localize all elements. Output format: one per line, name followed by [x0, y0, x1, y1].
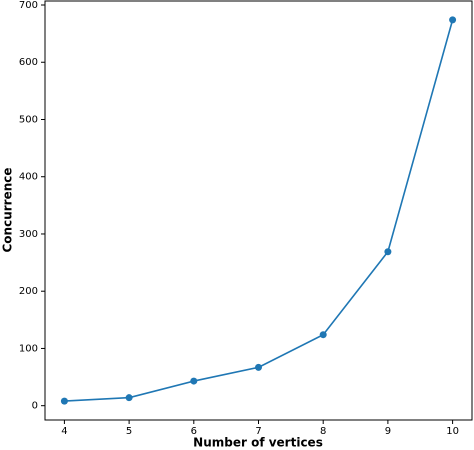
- x-tick-label: 7: [255, 426, 261, 437]
- x-tick-label: 9: [385, 426, 391, 437]
- y-tick-label: 600: [19, 57, 38, 68]
- marker: [255, 363, 262, 371]
- y-tick-label: 100: [19, 343, 38, 354]
- line: [64, 19, 454, 402]
- marker: [449, 16, 457, 24]
- y-axis-label: Concurrence: [1, 167, 15, 252]
- marker: [60, 397, 68, 405]
- x-tick-label: 4: [61, 426, 67, 437]
- x-axis-label: Number of vertices: [193, 436, 323, 450]
- plot-frame: [44, 0, 473, 421]
- marker: [319, 331, 327, 339]
- x-tick-label: 6: [191, 426, 197, 437]
- x-tick-label: 10: [446, 426, 459, 437]
- x-tick-label: 8: [320, 426, 326, 437]
- y-tick-label: 300: [19, 229, 38, 240]
- x-tick-label: 5: [126, 426, 132, 437]
- marker: [190, 377, 198, 385]
- y-tick-label: 400: [19, 172, 38, 183]
- y-tick-label: 0: [32, 401, 38, 412]
- y-tick-label: 700: [19, 0, 38, 11]
- marker: [125, 394, 133, 402]
- y-tick-label: 200: [19, 286, 38, 297]
- marker: [384, 248, 392, 256]
- y-tick-label: 500: [19, 114, 38, 125]
